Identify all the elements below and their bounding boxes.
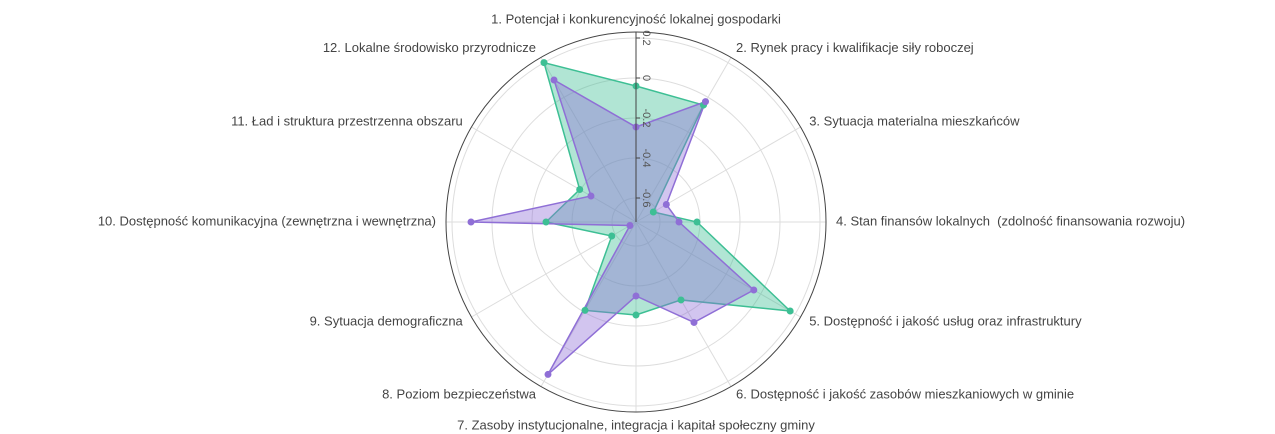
data-point xyxy=(677,296,685,304)
angular-grid-line xyxy=(471,221,637,318)
data-point xyxy=(632,311,640,319)
radial-tick-label: 0.2 xyxy=(640,30,652,45)
radial-tick-label: -0.6 xyxy=(640,189,652,208)
category-label: 12. Lokalne środowisko przyrodnicze xyxy=(323,40,536,55)
angular-grid-line xyxy=(635,221,801,318)
data-point xyxy=(662,201,670,208)
category-label: 9. Sytuacja demograficzna xyxy=(310,313,464,328)
category-label: 5. Dostępność i jakość usług oraz infras… xyxy=(809,313,1082,328)
category-label: 8. Poziom bezpieczeństwa xyxy=(382,387,537,402)
category-label: 2. Rynek pracy i kwalifikacje siły roboc… xyxy=(736,40,974,55)
category-label: 11. Ład i struktura przestrzenna obszaru xyxy=(231,113,463,128)
category-label: 6. Dostępność i jakość zasobów mieszkani… xyxy=(736,387,1074,402)
data-point xyxy=(576,186,584,193)
category-label: 1. Potencjał i konkurencyjność lokalnej … xyxy=(491,11,781,26)
data-point xyxy=(467,218,475,226)
angular-grid-line xyxy=(635,57,732,223)
angular-grid-line xyxy=(540,57,637,223)
category-label: 3. Sytuacja materialna mieszkańców xyxy=(809,113,1020,128)
data-point xyxy=(693,218,701,226)
data-point xyxy=(550,76,558,84)
data-point xyxy=(581,306,589,314)
data-point xyxy=(542,218,550,226)
data-point xyxy=(632,292,640,300)
data-point xyxy=(786,307,794,315)
category-label: 4. Stan finansów lokalnych (zdolność fin… xyxy=(836,213,1185,228)
angular-grid-line xyxy=(635,221,732,387)
radial-tick-label: 0 xyxy=(640,75,652,81)
category-label: 7. Zasoby instytucjonalne, integracja i … xyxy=(457,417,815,432)
data-point xyxy=(626,222,634,229)
data-point xyxy=(675,218,683,226)
category-label: 10. Dostępność komunikacyjna (zewnętrzna… xyxy=(98,213,436,228)
data-point xyxy=(702,98,709,106)
data-point xyxy=(690,318,698,326)
data-point xyxy=(540,59,548,67)
data-point xyxy=(544,370,552,378)
data-point xyxy=(587,192,595,200)
data-point xyxy=(608,232,616,240)
data-point xyxy=(750,286,758,294)
radial-tick-label: -0.4 xyxy=(640,149,652,168)
radial-tick-label: -0.2 xyxy=(640,109,652,128)
angular-grid-line xyxy=(471,126,637,223)
data-point xyxy=(649,208,657,216)
